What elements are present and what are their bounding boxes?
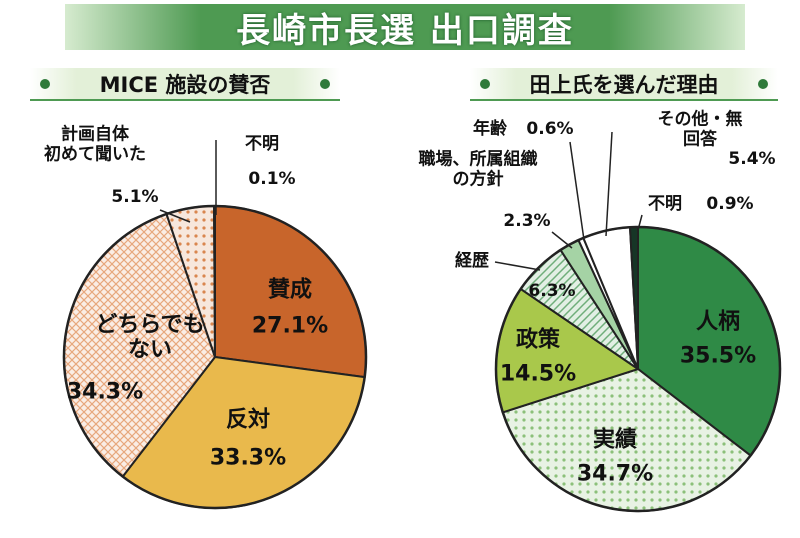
label: 33.3% (209, 445, 287, 471)
pie-outline (494, 225, 782, 513)
label: 政策 (515, 327, 561, 353)
label: 6.3% (528, 281, 576, 302)
label: 不明 (245, 134, 279, 155)
title-banner (65, 4, 745, 50)
label: 0.9% (706, 194, 754, 215)
label: 34.7% (576, 461, 654, 487)
label: 実績 (592, 427, 638, 453)
leader-line (569, 141, 585, 241)
label: 5.1% (111, 187, 159, 208)
bullet (320, 79, 330, 89)
page-title: 長崎市長選 出口調査 (236, 10, 574, 51)
label: 不明 (648, 194, 682, 215)
subtitle-bar (470, 68, 778, 100)
label: 賛成 (267, 277, 313, 303)
bullet (480, 79, 490, 89)
leader-line (637, 214, 643, 231)
bullet (758, 79, 768, 89)
subtitle-bar (30, 68, 340, 100)
label: 計画自体 初めて聞いた (44, 124, 146, 164)
label: 経歴 (455, 251, 489, 272)
leader-line (605, 131, 613, 237)
label: 0.6% (526, 119, 574, 140)
label: 職場、所属組織 の方針 (418, 149, 538, 189)
leader-line (494, 261, 541, 271)
bullet (40, 79, 50, 89)
chart-title: 田上氏を選んだ理由 (529, 73, 719, 97)
label: 人柄 (695, 309, 741, 335)
label: 反対 (225, 407, 271, 433)
label: 5.4% (728, 149, 776, 170)
pie-outline (62, 204, 368, 510)
label: 34.3% (66, 379, 144, 405)
label: 27.1% (251, 313, 329, 339)
label: 14.5% (499, 361, 577, 387)
leader-line (159, 209, 191, 223)
chart-title: MICE 施設の賛否 (99, 73, 271, 97)
label: 35.5% (679, 343, 757, 369)
pie-slice (213, 204, 216, 358)
label: その他・無回答 (657, 109, 743, 149)
leader-line (551, 231, 573, 249)
label: 0.1% (248, 169, 296, 190)
label: 2.3% (503, 211, 551, 232)
label: どちらでも ない (95, 312, 205, 363)
label: 年齢 (473, 119, 507, 140)
